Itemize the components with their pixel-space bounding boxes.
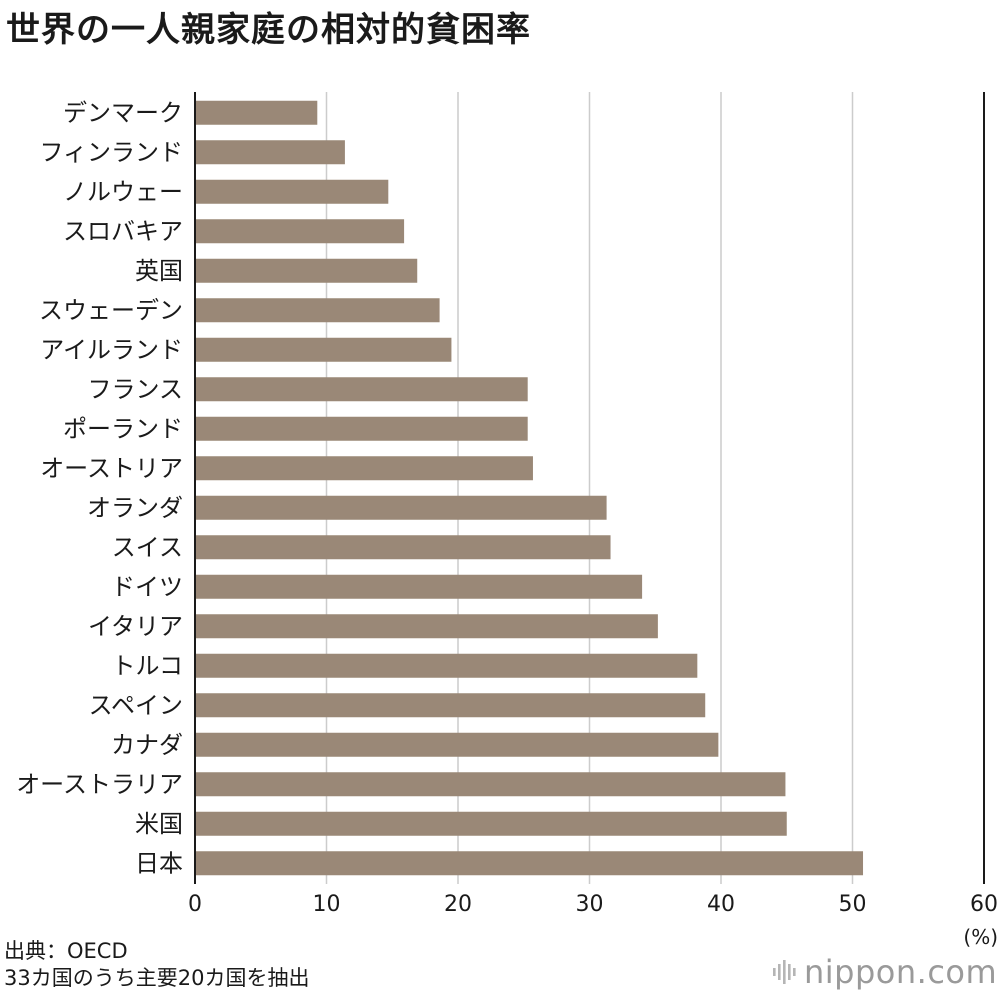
category-label: トルコ — [111, 652, 183, 680]
category-label: カナダ — [111, 731, 183, 759]
bar — [195, 693, 706, 718]
category-label: 日本 — [135, 849, 183, 877]
category-label: デンマーク — [63, 99, 183, 127]
bar — [195, 219, 405, 244]
category-label: オーストリア — [40, 454, 183, 482]
bar — [195, 140, 345, 165]
bar — [195, 653, 698, 678]
bar — [195, 535, 611, 560]
bar — [195, 614, 658, 639]
brand-text: nippon.com — [804, 953, 998, 991]
x-tick-label: 60 — [970, 892, 998, 917]
category-label: スペイン — [89, 691, 183, 719]
category-label: イタリア — [88, 612, 183, 640]
category-label: ドイツ — [111, 573, 183, 601]
category-label: スイス — [112, 533, 183, 561]
bar — [195, 337, 452, 362]
source-line-1: 出典：OECD — [4, 939, 128, 963]
x-tick-label: 30 — [576, 892, 604, 917]
x-tick-label: 50 — [839, 892, 867, 917]
bar — [195, 100, 318, 125]
bar — [195, 732, 719, 757]
bar — [195, 179, 389, 204]
bar — [195, 377, 528, 402]
category-label: スロバキア — [63, 217, 183, 245]
category-label: オーストラリア — [16, 770, 183, 798]
source-note: 出典：OECD 33カ国のうち主要20カ国を抽出 — [4, 938, 309, 992]
bar — [195, 416, 528, 441]
category-label: オランダ — [87, 494, 183, 522]
category-label: 米国 — [135, 810, 183, 838]
bar — [195, 298, 440, 323]
category-label: アイルランド — [40, 336, 183, 364]
bar — [195, 772, 786, 797]
category-label: フランス — [87, 375, 183, 403]
category-label: 英国 — [135, 257, 183, 285]
nippon-brand: nippon.com — [772, 950, 997, 994]
category-label: ポーランド — [63, 415, 183, 443]
category-label: ノルウェー — [63, 178, 183, 206]
bar — [195, 258, 418, 283]
bar — [195, 495, 607, 520]
x-tick-label: 20 — [444, 892, 472, 917]
bar — [195, 811, 787, 836]
bar — [195, 456, 533, 481]
bar — [195, 574, 643, 599]
x-tick-label: 10 — [313, 892, 341, 917]
x-tick-label: 40 — [707, 892, 735, 917]
category-label: フィンランド — [39, 138, 183, 166]
chart-title: 世界の一人親家庭の相対的貧困率 — [6, 10, 531, 50]
x-tick-label: 0 — [188, 892, 202, 917]
unit-label: (%) — [963, 925, 998, 949]
category-label: スウェーデン — [39, 296, 183, 324]
bar — [195, 851, 864, 876]
source-line-2: 33カ国のうち主要20カ国を抽出 — [4, 966, 310, 990]
sound-wave-logo-icon — [773, 960, 796, 984]
